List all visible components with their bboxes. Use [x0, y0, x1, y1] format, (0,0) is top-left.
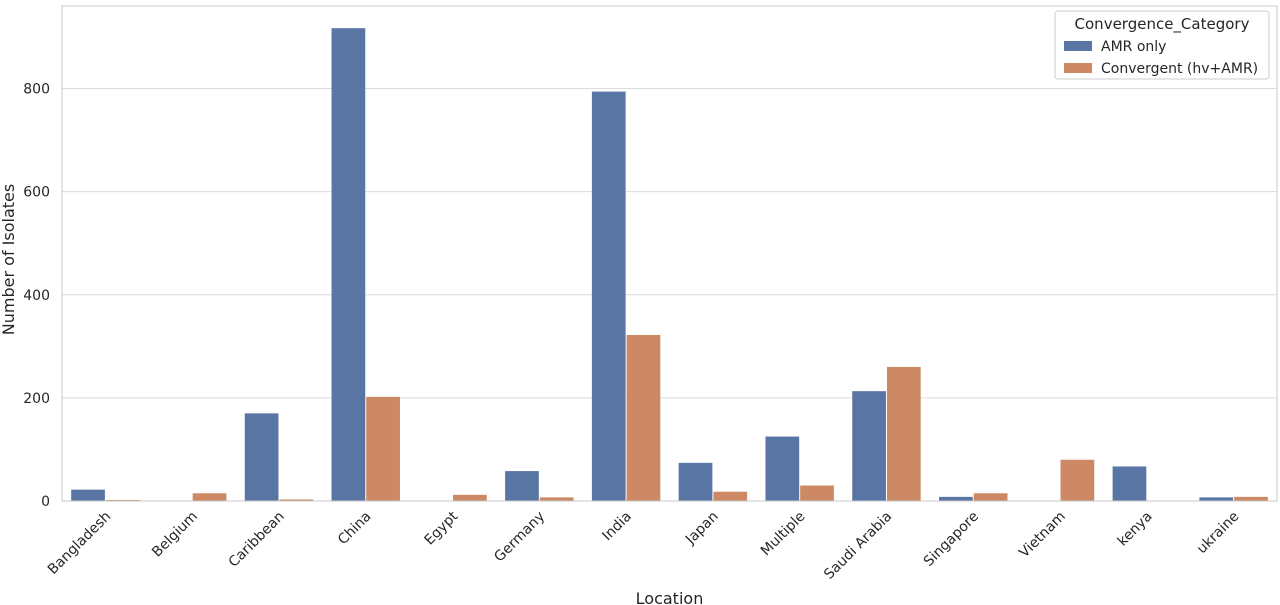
bar-germany-amr-only: [505, 471, 539, 501]
x-tick-label: Saudi Arabia: [821, 509, 895, 583]
y-tick-label: 800: [23, 82, 50, 98]
bar-india-convergent: [626, 334, 661, 501]
bar-ukraine-amr-only: [1199, 497, 1234, 501]
bar-bangladesh-convergent: [105, 499, 140, 501]
x-tick-label: Egypt: [421, 508, 461, 548]
x-tick-label: kenya: [1115, 509, 1156, 550]
bar-egypt-convergent: [453, 494, 487, 501]
bar-singapore-convergent: [973, 493, 1008, 501]
bar-saudi-arabia-amr-only: [852, 391, 886, 501]
y-tick-label: 200: [23, 391, 50, 407]
bar-india-amr-only: [591, 91, 626, 501]
bar-germany-convergent: [539, 497, 574, 501]
legend: Convergence_Category AMR only Convergent …: [1054, 10, 1270, 80]
bar-multiple-convergent: [800, 485, 834, 501]
x-tick-label: Germany: [491, 509, 548, 566]
x-tick-label: Singapore: [921, 509, 982, 570]
legend-items: AMR only Convergent (hv+AMR): [1064, 39, 1258, 77]
x-tick-label: Multiple: [758, 509, 809, 560]
y-tick-label: 600: [23, 185, 50, 201]
y-tick-label: 400: [23, 288, 50, 304]
x-tick-label: Vietnam: [1016, 509, 1069, 562]
legend-label: AMR only: [1101, 39, 1166, 55]
bar-china-convergent: [366, 396, 400, 501]
x-tick-label: Belgium: [149, 509, 201, 561]
x-ticks: Bangladesh Belgium Caribbean China Egypt Germ…: [45, 508, 1243, 582]
bar-caribbean-convergent: [279, 499, 314, 501]
bar-singapore-amr-only: [939, 496, 973, 501]
bar-multiple-amr-only: [765, 436, 800, 501]
bar-kenya-amr-only: [1112, 466, 1147, 501]
y-tick-label: 0: [41, 494, 50, 510]
y-axis-label: Number of Isolates: [0, 184, 18, 335]
grid: [62, 88, 1277, 502]
x-tick-label: ukraine: [1194, 509, 1243, 558]
y-ticks: 0 200 400 600 800: [23, 82, 50, 511]
legend-label: Convergent (hv+AMR): [1101, 61, 1258, 77]
bars: [71, 28, 1268, 501]
legend-swatch: [1064, 41, 1092, 51]
bar-japan-convergent: [713, 491, 748, 501]
x-tick-label: China: [335, 509, 375, 549]
bar-china-amr-only: [331, 28, 366, 501]
bar-ukraine-convergent: [1234, 496, 1268, 501]
x-tick-label: Japan: [682, 509, 722, 549]
bar-saudi-arabia-convergent: [886, 366, 921, 501]
bar-belgium-convergent: [192, 493, 227, 501]
legend-box: [1054, 10, 1270, 80]
plot-frame: [61, 5, 1278, 502]
bar-caribbean-amr-only: [244, 413, 279, 501]
legend-swatch: [1064, 63, 1092, 73]
bar-japan-amr-only: [678, 462, 713, 501]
legend-title: Convergence_Category: [1075, 15, 1250, 34]
x-tick-label: Caribbean: [226, 509, 288, 571]
x-axis-label: Location: [636, 589, 704, 605]
x-tick-label: Bangladesh: [45, 509, 114, 578]
bar-vietnam-convergent: [1060, 459, 1095, 501]
bar-bangladesh-amr-only: [71, 489, 105, 501]
x-tick-label: India: [599, 509, 635, 545]
